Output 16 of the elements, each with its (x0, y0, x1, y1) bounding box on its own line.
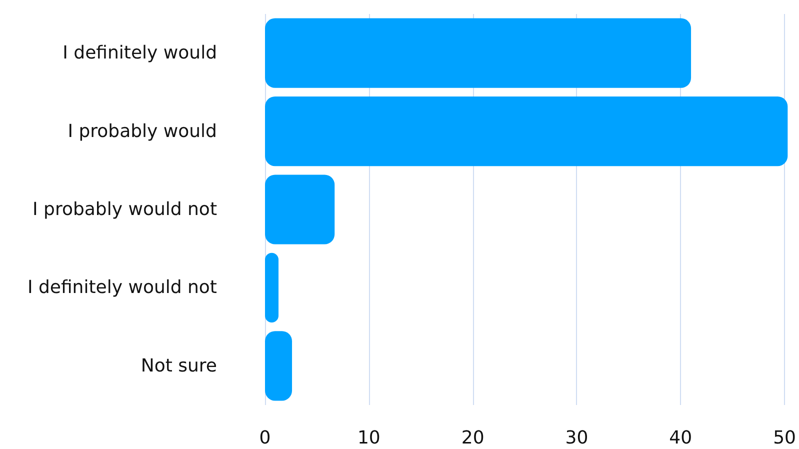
x-tick-label: 40 (669, 428, 692, 448)
x-tick-label: 20 (461, 428, 484, 448)
bar (265, 96, 788, 166)
x-tick-label: 10 (357, 428, 380, 448)
x-tick-label: 0 (259, 428, 271, 448)
bar (265, 174, 335, 244)
x-tick-label: 30 (565, 428, 588, 448)
bar (265, 331, 292, 401)
x-tick-label: 50 (773, 428, 796, 448)
y-tick-label: I definitely would not (27, 277, 217, 298)
y-tick-label: I probably would not (32, 199, 217, 220)
y-tick-label: I probably would (68, 120, 217, 142)
bar (265, 252, 279, 322)
y-tick-label: I definitely would (62, 42, 217, 64)
y-tick-label: Not sure (140, 355, 217, 376)
bar (265, 18, 692, 88)
